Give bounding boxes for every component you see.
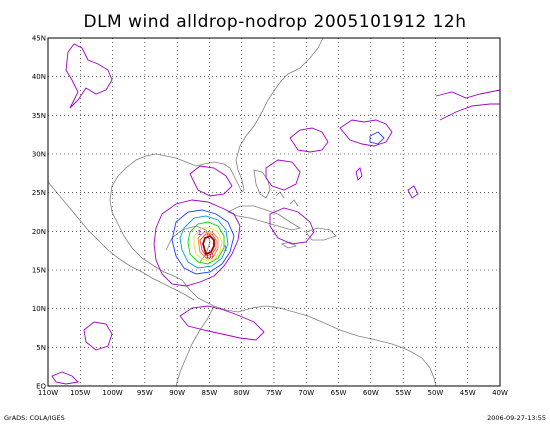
coastline-cuba [227,205,302,231]
x-axis-labels: 110W 105W 100W 95W 90W 85W 80W 75W 70W 65W 60W 55W 5… [38,389,508,397]
footer-left: GrADS: COLA/IGES [4,414,65,422]
contour-1-east-atlantic [435,89,501,121]
coastline-south-america-west [175,305,215,387]
contour-level-4 [187,221,225,265]
contour-1-blob-b [265,159,301,191]
contour-1-blob-a [289,127,329,153]
contour-1-north-atlantic [65,43,113,109]
coastline-jamaica [281,241,297,249]
coastline-bahamas [275,191,299,207]
x-tick-label: 60W [363,389,379,397]
contour-6-main [197,231,219,259]
coastlines [47,37,437,387]
coastline-hispaniola [305,227,337,241]
grid-lines [48,38,500,386]
coastline-yucatan [165,225,211,263]
contour-labels: 1 1 10 [198,229,228,260]
contour-level-5 [193,227,223,261]
contour-5-main [193,227,223,261]
contour-1-south [179,305,265,341]
contour-1-small-a [355,167,363,181]
contour-1-small-b [407,185,419,199]
contour-1-mid-atlantic [339,119,393,147]
y-tick-label: 45N [32,35,46,43]
x-tick-label: 90W [169,389,185,397]
contour-2-atlantic [369,131,385,145]
x-tick-label: 100W [102,389,122,397]
x-tick-label: 40W [492,389,508,397]
y-tick-label: 10N [32,305,46,313]
contour-level-6 [197,231,219,259]
contour-7-main [199,233,217,257]
y-tick-label: 5N [36,344,46,352]
x-tick-label: 65W [331,389,347,397]
y-tick-label: 30N [32,151,46,159]
y-tick-label: 25N [32,189,46,197]
map-title: DLM wind alldrop-nodrop 2005101912 12h [84,12,467,32]
contour-level-2 [171,131,385,275]
x-tick-label: 110W [38,389,58,397]
x-tick-label: 95W [137,389,153,397]
contour-1-main [153,199,241,287]
footer-right: 2006-09-27-13:55 [487,414,546,422]
x-tick-label: 50W [428,389,444,397]
contour-3-main [179,215,229,269]
contour-label: 10 [205,252,214,260]
contour-1-sw [51,371,79,385]
coastline-south-america [213,305,437,387]
plot-area: 1 1 10 [47,37,501,387]
y-axis-labels: EQ 5N 10N 15N 20N 25N 30N 35N 40N 45N [32,35,47,391]
contour-2-main [171,209,235,275]
contour-label: 1 [223,245,227,253]
contour-1-gulf [189,165,233,197]
y-tick-label: 40N [32,73,46,81]
x-tick-label: 70W [298,389,314,397]
y-tick-label: 20N [32,228,46,236]
x-tick-label: 75W [266,389,282,397]
y-tick-label: EQ [36,383,46,391]
x-tick-label: 85W [202,389,218,397]
coastline-mexico-pacific [47,181,195,301]
contour-4-main [187,221,225,265]
x-tick-label: 45W [460,389,476,397]
contour-level-10 [202,234,215,256]
contour-level-7 [199,233,217,257]
y-tick-label: 35N [32,112,46,120]
contour-1-caribbean-east [269,207,315,245]
contour-level-3 [179,215,229,269]
x-tick-label: 55W [395,389,411,397]
coastline-florida [253,169,271,199]
contour-label: 1 [198,229,202,237]
y-tick-label: 15N [32,267,46,275]
x-tick-label: 105W [70,389,90,397]
coastline-north-america [109,37,324,307]
contour-10-main [202,234,215,256]
contours [51,43,501,385]
contour-1-pacific [83,321,113,351]
plot-border [47,37,501,387]
contour-level-1 [51,43,501,385]
x-tick-label: 80W [234,389,250,397]
